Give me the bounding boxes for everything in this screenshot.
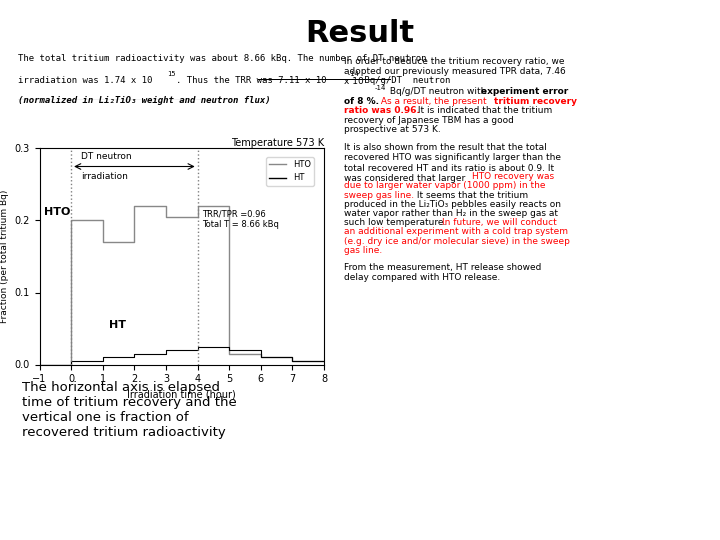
Text: TRR/TPR =0.96
Total T = 8.66 kBq: TRR/TPR =0.96 Total T = 8.66 kBq [202, 210, 279, 229]
Text: It is also shown from the result that the total
recovered HTO was significantly : It is also shown from the result that th… [344, 143, 561, 183]
Text: (normalized in Li₂TiO₃ weight and neutron flux): (normalized in Li₂TiO₃ weight and neutro… [18, 96, 271, 105]
Text: tritium recovery: tritium recovery [494, 97, 577, 106]
Legend: HTO, HT: HTO, HT [266, 157, 314, 186]
Text: water vapor rather than H₂ in the sweep gas at: water vapor rather than H₂ in the sweep … [344, 209, 558, 218]
Text: Bq/g/DT  neutron: Bq/g/DT neutron [359, 76, 451, 85]
Text: produced in the Li₂TiO₃ pebbles easily reacts on: produced in the Li₂TiO₃ pebbles easily r… [344, 200, 561, 209]
Text: The horizontal axis is elapsed
time of tritium recovery and the
vertical one is : The horizontal axis is elapsed time of t… [22, 381, 236, 438]
Text: of 8 %.: of 8 %. [344, 97, 379, 106]
Text: irradiation: irradiation [81, 172, 127, 181]
Text: an additional experiment with a cold trap system: an additional experiment with a cold tra… [344, 227, 568, 237]
Text: As a result, the present: As a result, the present [378, 97, 490, 106]
Text: Result: Result [305, 19, 415, 48]
Text: experiment error: experiment error [481, 87, 568, 97]
Text: . Thus the TRR was 7.11 x 10: . Thus the TRR was 7.11 x 10 [176, 76, 327, 85]
Text: due to larger water vapor (1000 ppm) in the: due to larger water vapor (1000 ppm) in … [344, 181, 546, 191]
Text: In order to deduce the tritium recovery ratio, we
adopted our previously measure: In order to deduce the tritium recovery … [344, 57, 566, 86]
Text: DT neutron: DT neutron [81, 152, 131, 161]
Text: HTO recovery was: HTO recovery was [472, 172, 554, 181]
Text: recovery of Japanese TBM has a good: recovery of Japanese TBM has a good [344, 116, 514, 125]
Text: In future, we will conduct: In future, we will conduct [442, 218, 557, 227]
Text: (e.g. dry ice and/or molecular sieve) in the sweep: (e.g. dry ice and/or molecular sieve) in… [344, 237, 570, 246]
Text: HT: HT [109, 320, 126, 330]
Text: such low temperature.: such low temperature. [344, 218, 449, 227]
Text: irradiation was 1.74 x 10: irradiation was 1.74 x 10 [18, 76, 153, 85]
Text: From the measurement, HT release showed
delay compared with HTO release.: From the measurement, HT release showed … [344, 263, 541, 282]
Text: Bq/g/DT neutron with: Bq/g/DT neutron with [387, 87, 489, 97]
Text: sweep gas line.: sweep gas line. [344, 191, 414, 200]
Text: HTO: HTO [45, 207, 71, 217]
Text: It is indicated that the tritium: It is indicated that the tritium [415, 106, 552, 116]
Text: gas line.: gas line. [344, 246, 382, 255]
Text: ratio was 0.96.: ratio was 0.96. [344, 106, 420, 116]
X-axis label: Irradiation time (hour): Irradiation time (hour) [127, 390, 236, 400]
Y-axis label: Fraction (per total tritium Bq): Fraction (per total tritium Bq) [0, 190, 9, 323]
Text: prospective at 573 K.: prospective at 573 K. [344, 125, 441, 134]
Text: -14: -14 [374, 85, 386, 91]
Text: The total tritium radioactivity was about 8.66 kBq. The number of DT neutron: The total tritium radioactivity was abou… [18, 54, 426, 63]
Text: Temperature 573 K: Temperature 573 K [231, 138, 324, 148]
Text: -14: -14 [347, 71, 360, 77]
Text: 15: 15 [167, 71, 176, 77]
Text: It seems that the tritium: It seems that the tritium [414, 191, 528, 200]
